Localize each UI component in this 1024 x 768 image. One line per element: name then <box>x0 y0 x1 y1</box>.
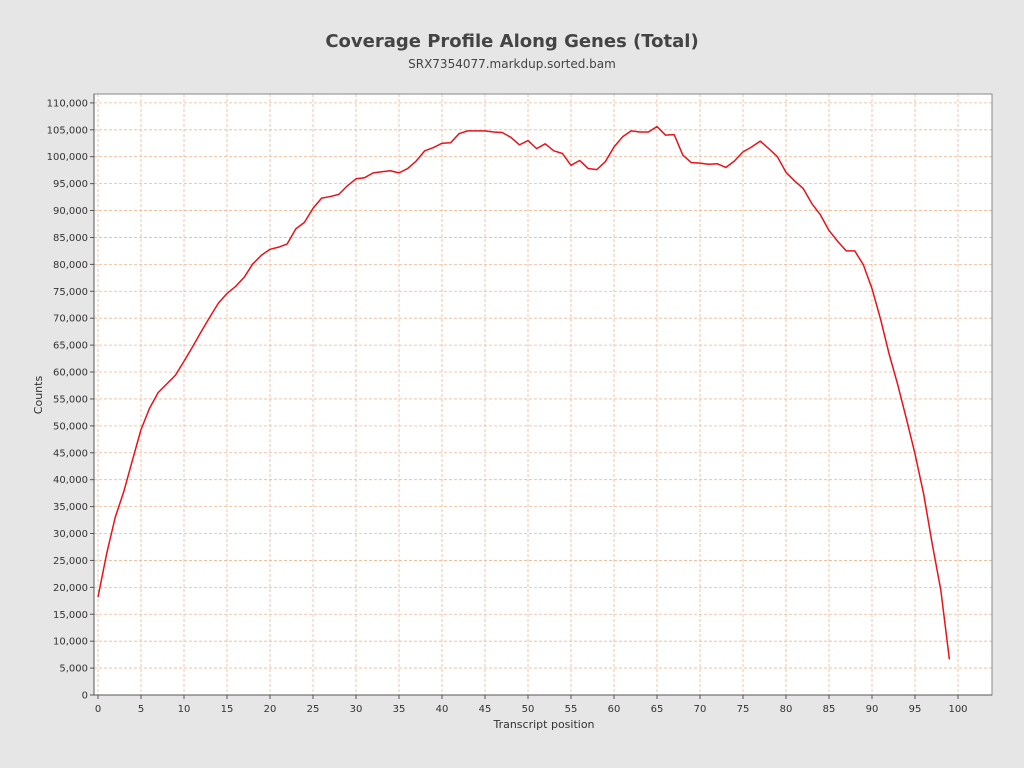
y-tick-label: 55,000 <box>53 394 88 405</box>
x-tick-label: 10 <box>178 704 191 715</box>
x-tick-label: 80 <box>780 704 793 715</box>
x-tick-label: 70 <box>694 704 707 715</box>
y-tick-label: 5,000 <box>59 664 88 675</box>
y-tick-label: 80,000 <box>53 260 88 271</box>
y-tick-label: 90,000 <box>53 206 88 217</box>
y-tick-label: 30,000 <box>53 529 88 540</box>
y-tick-label: 20,000 <box>53 583 88 594</box>
y-tick-label: 85,000 <box>53 233 88 244</box>
x-tick-label: 0 <box>95 704 101 715</box>
x-tick-label: 50 <box>522 704 535 715</box>
y-tick-label: 25,000 <box>53 556 88 567</box>
y-tick-label: 65,000 <box>53 341 88 352</box>
x-tick-label: 45 <box>479 704 492 715</box>
x-tick-label: 55 <box>565 704 578 715</box>
series-layer <box>97 125 951 660</box>
grid-lines <box>94 94 992 696</box>
y-tick-label: 10,000 <box>53 637 88 648</box>
x-tick-label: 65 <box>651 704 664 715</box>
y-tick-label: 95,000 <box>53 179 88 190</box>
y-tick-label: 50,000 <box>53 421 88 432</box>
y-axis-label: Counts <box>32 376 45 415</box>
plot-area <box>94 94 992 695</box>
y-tick-label: 45,000 <box>53 448 88 459</box>
axes: 0 5 10 15 20 25 30 35 40 45 50 55 60 65 70 75 80 85 90 95 10… <box>47 93 993 715</box>
x-tick-label: 75 <box>737 704 750 715</box>
chart-subtitle: SRX7354077.markdup.sorted.bam <box>408 57 616 71</box>
x-tick-label: 60 <box>608 704 621 715</box>
chart-title: Coverage Profile Along Genes (Total) <box>325 31 699 52</box>
x-tick-label: 90 <box>866 704 879 715</box>
y-tick-label: 105,000 <box>47 125 88 136</box>
y-tick-label: 0 <box>82 691 88 702</box>
x-tick-label: 95 <box>909 704 922 715</box>
x-tick-label: 5 <box>138 704 144 715</box>
x-tick-label: 20 <box>264 704 277 715</box>
y-tick-label: 60,000 <box>53 368 88 379</box>
x-tick-label: 30 <box>350 704 363 715</box>
y-tick-label: 35,000 <box>53 502 88 513</box>
y-tick-label: 70,000 <box>53 314 88 325</box>
x-tick-label: 25 <box>307 704 320 715</box>
x-tick-label: 100 <box>948 704 967 715</box>
coverage-series-line <box>97 125 951 660</box>
x-tick-label: 85 <box>823 704 836 715</box>
x-tick-label: 40 <box>436 704 449 715</box>
x-tick-label: 15 <box>221 704 234 715</box>
y-tick-label: 110,000 <box>47 98 88 109</box>
x-axis-label: Transcript position <box>492 718 594 731</box>
y-tick-label: 40,000 <box>53 475 88 486</box>
y-tick-label: 75,000 <box>53 287 88 298</box>
x-tick-label: 35 <box>393 704 406 715</box>
y-tick-label: 100,000 <box>47 152 88 163</box>
y-tick-label: 15,000 <box>53 610 88 621</box>
